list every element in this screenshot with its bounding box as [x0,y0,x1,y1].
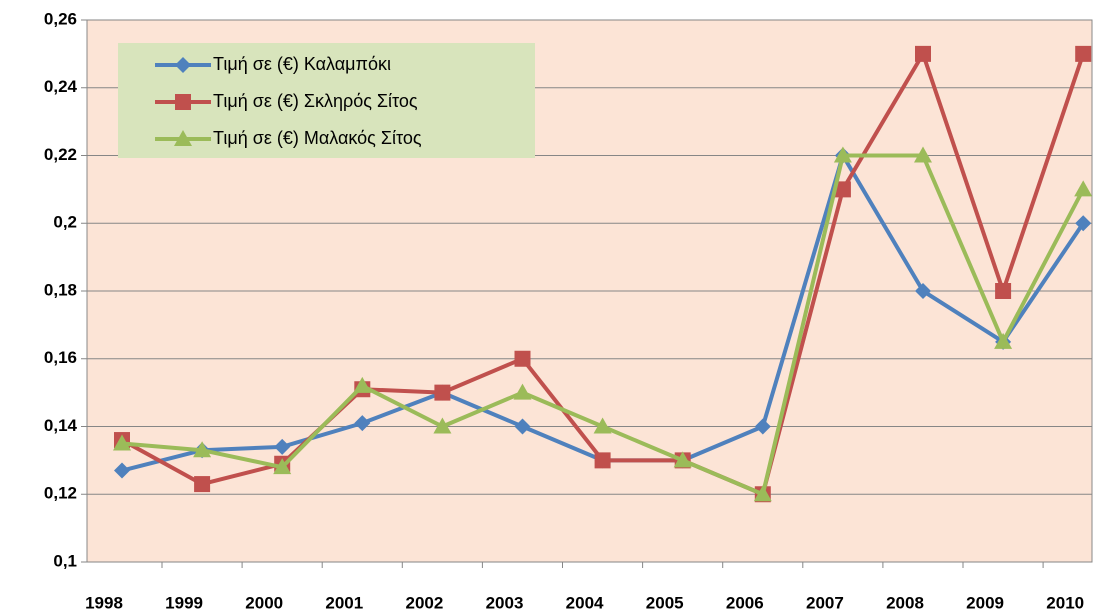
x-tick-label: 2000 [245,593,283,612]
marker [354,415,371,432]
marker [514,418,531,435]
marker [433,417,452,434]
marker [513,383,532,400]
x-tick-label: 2006 [726,593,764,612]
y-tick-label: 0,2 [53,213,77,232]
marker [514,350,531,367]
marker [995,283,1012,299]
x-tick-label: 2003 [486,593,524,612]
x-tick-label: 2010 [1046,593,1084,612]
marker [754,418,771,435]
x-tick-label: 1999 [165,593,203,612]
x-tick-label: 1998 [85,593,123,612]
legend-label: Τιμή σε (€) Μαλακός Σίτος [213,128,422,148]
marker [833,146,852,163]
marker [353,376,372,393]
x-tick-label: 2005 [646,593,684,612]
marker [1075,45,1092,62]
marker [114,462,130,479]
x-tick-label: 2004 [566,593,604,612]
y-tick-label: 0,26 [44,9,77,28]
marker [273,458,292,475]
marker [174,130,192,146]
marker [593,417,612,434]
marker [193,441,212,458]
marker [274,438,291,455]
x-tick-label: 2008 [886,593,924,612]
y-tick-label: 0,1 [53,551,77,570]
legend-label: Τιμή σε (€) Καλαμπόκι [213,54,391,74]
legend: Τιμή σε (€) Καλαμπόκι Τιμή σε (€) Σκληρός… [118,43,535,158]
y-tick-label: 0,14 [44,416,78,435]
y-tick-label: 0,16 [44,348,77,367]
x-tick-label: 2002 [405,593,443,612]
marker [1074,180,1093,197]
x-tick-label: 2007 [806,593,844,612]
marker [434,384,451,401]
y-tick-label: 0,22 [44,145,77,164]
marker [175,94,191,110]
marker [914,146,932,163]
marker [194,476,211,493]
marker [915,283,931,299]
y-tick-label: 0,24 [44,77,78,96]
marker [673,451,692,468]
y-tick-label: 0,12 [44,484,77,503]
x-tick-label: 2009 [966,593,1004,612]
marker [1075,215,1092,232]
y-tick-label: 0,18 [44,280,77,299]
marker [994,332,1013,349]
marker [915,45,931,62]
x-tick-label: 2001 [325,593,363,612]
marker [175,57,191,73]
marker [113,434,131,451]
marker [594,452,611,469]
marker [834,181,851,198]
legend-label: Τιμή σε (€) Σκληρός Σίτος [213,91,418,111]
marker [753,485,772,502]
